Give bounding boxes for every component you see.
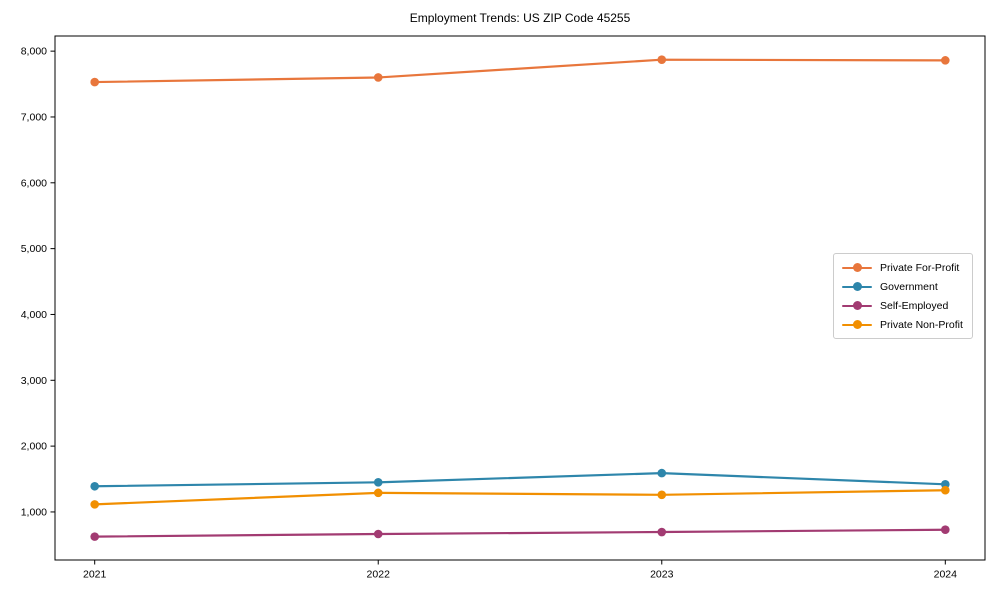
legend-marker-icon [842,319,872,330]
y-tick-label: 3,000 [21,375,47,387]
legend-dot-sample [852,282,862,291]
data-point-government [941,479,950,489]
series-line-government [94,472,946,488]
data-point-self-employed [657,527,667,537]
chart-title: Employment Trends: US ZIP Code 45255 [409,11,631,25]
legend: Private For-Profit Government Self-Employe… [833,253,973,339]
y-tick-label: 1,000 [21,506,47,518]
data-point-private-non-profit [941,485,950,495]
data-point-self-employed [90,532,99,541]
data-point-private-non-profit [373,488,383,498]
data-point-self-employed [941,525,950,535]
series-line-private-non-profit [94,489,946,506]
y-tick-label: 7,000 [21,111,47,123]
legend-marker-icon [842,262,872,273]
legend-dot-sample [852,320,862,329]
legend-marker-icon [842,300,872,311]
data-point-private-non-profit [90,500,99,509]
legend-label: Private Non-Profit [880,318,963,331]
legend-dot-sample [852,263,862,272]
x-tick-label: 2022 [367,569,391,581]
plot-border [54,35,986,561]
legend-label: Self-Employed [880,299,949,312]
legend-marker-icon [842,281,872,292]
data-point-self-employed [373,529,383,539]
y-tick-label: 2,000 [21,441,47,453]
data-point-private-for-profit [373,73,383,82]
y-tick-label: 6,000 [21,177,47,189]
data-point-government [373,478,383,487]
legend-dot-sample [852,301,862,310]
x-tick-label: 2021 [83,569,107,581]
legend-row: Government [842,279,963,294]
x-tick-label: 2024 [934,569,958,581]
y-tick-label: 5,000 [21,243,47,255]
data-point-private-for-profit [941,56,950,65]
series-line-self-employed [94,528,946,538]
data-point-private-non-profit [657,490,667,500]
series-line-private-for-profit [94,58,946,84]
y-tick-label: 8,000 [21,46,47,58]
legend-row: Private For-Profit [842,260,963,275]
legend-label: Private For-Profit [880,261,960,274]
legend-label: Government [880,280,938,293]
data-point-government [90,481,99,491]
data-point-government [657,468,667,478]
x-tick-label: 2023 [650,569,674,581]
data-point-private-for-profit [657,55,667,64]
y-tick-label: 4,000 [21,309,47,321]
data-point-private-for-profit [90,77,99,87]
legend-row: Private Non-Profit [842,317,963,332]
legend-row: Self-Employed [842,298,963,313]
